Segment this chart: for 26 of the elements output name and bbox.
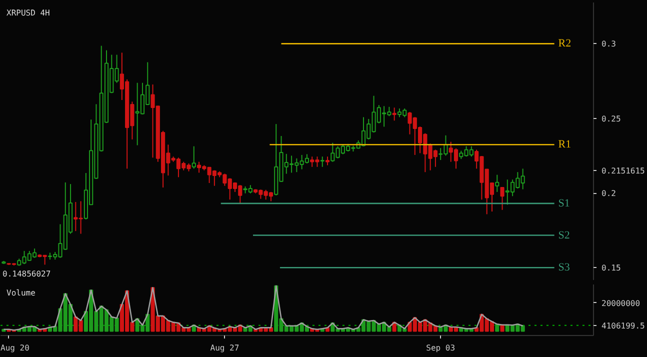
- bar: [495, 324, 500, 332]
- candlestick: [495, 174, 500, 192]
- y-tick-label: 0.15: [602, 264, 621, 273]
- x-tick-label: Aug 20: [0, 344, 30, 352]
- series-label: S2: [558, 229, 570, 242]
- bar: [500, 324, 504, 332]
- text: Volume: [6, 288, 36, 298]
- candlestick: [392, 107, 396, 122]
- y-tick-label: 20000000: [602, 298, 640, 308]
- annotation: 0.14856027: [2, 270, 51, 278]
- candlestick: [500, 186, 504, 210]
- candlestick: [192, 146, 196, 170]
- series-label: S1: [558, 197, 570, 210]
- series-label: R1: [558, 138, 572, 151]
- line-series: [3, 285, 524, 331]
- x-tick-label: Aug 27: [210, 344, 240, 352]
- y-tick-label: 0.3: [602, 40, 616, 49]
- y-tick-label: 0.25: [602, 114, 621, 124]
- series-label: R2: [558, 38, 572, 50]
- series-label: S3: [558, 262, 570, 274]
- candlestick: [320, 156, 324, 168]
- y-tick-label: 0.2151615: [602, 166, 646, 176]
- y-tick-label: 0.2: [602, 189, 616, 198]
- y-tick-label: 4106199.5: [602, 321, 646, 330]
- x-tick-label: Sep 03: [426, 344, 456, 352]
- text: XRPUSD 4H: [6, 8, 50, 18]
